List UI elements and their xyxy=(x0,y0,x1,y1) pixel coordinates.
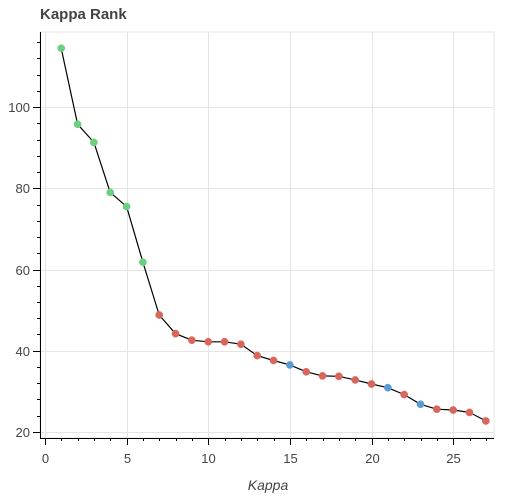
data-point xyxy=(449,406,458,414)
data-point xyxy=(400,390,409,399)
data-point xyxy=(204,337,213,346)
x-tick-label: 15 xyxy=(283,451,297,466)
axes: 0 5 10 15 20 25 20 40 60 80 100 xyxy=(8,32,494,466)
data-point xyxy=(139,258,147,267)
x-tick-label: 10 xyxy=(201,451,215,466)
x-tick-label: 0 xyxy=(42,451,49,466)
grid xyxy=(39,31,495,439)
x-axis-label: Kappa xyxy=(248,477,289,493)
x-tick-label: 25 xyxy=(446,451,460,466)
data-point xyxy=(90,138,98,147)
data-point xyxy=(188,336,196,345)
data-point xyxy=(383,383,392,392)
x-tick-label: 5 xyxy=(124,451,131,466)
data-point xyxy=(73,120,82,129)
data-point xyxy=(416,400,425,409)
y-tick-label: 60 xyxy=(16,263,30,278)
chart-title: Kappa Rank xyxy=(40,6,127,23)
data-point xyxy=(481,417,490,425)
series-line xyxy=(60,48,487,422)
data-point xyxy=(269,356,278,365)
y-tick-label: 40 xyxy=(16,344,30,359)
data-point xyxy=(351,376,360,384)
data-point xyxy=(302,367,311,376)
data-point xyxy=(237,340,245,349)
x-tick-label: 20 xyxy=(365,451,379,466)
y-tick-label: 20 xyxy=(16,425,30,440)
data-point xyxy=(253,351,262,360)
data-point xyxy=(367,380,376,388)
y-tick-label: 80 xyxy=(16,181,30,196)
data-point xyxy=(171,329,180,338)
data-point xyxy=(286,361,294,369)
data-point xyxy=(122,202,131,211)
data-point xyxy=(335,372,343,381)
y-tick-label: 100 xyxy=(8,100,30,115)
data-point xyxy=(106,188,115,197)
plot-frame xyxy=(39,31,495,439)
data-point xyxy=(220,337,229,346)
data-point xyxy=(432,405,441,414)
data-point xyxy=(57,44,66,53)
series xyxy=(57,44,490,425)
data-point xyxy=(318,372,327,380)
data-point xyxy=(155,311,164,319)
data-point xyxy=(465,408,474,417)
